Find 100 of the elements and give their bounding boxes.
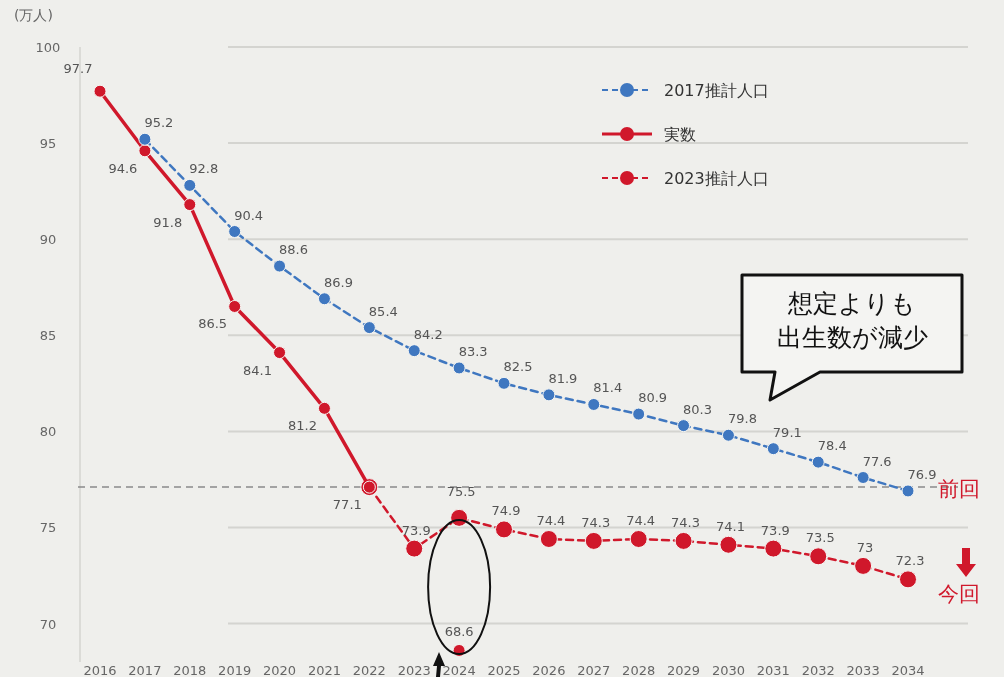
data-label: 84.2 xyxy=(413,326,443,342)
data-label: 86.5 xyxy=(198,316,228,332)
point xyxy=(854,556,873,575)
x-tick-label: 2025 xyxy=(487,663,521,677)
point xyxy=(93,84,107,98)
x-tick-label: 2018 xyxy=(173,663,207,677)
data-label: 77.1 xyxy=(332,497,362,513)
data-label: 79.1 xyxy=(772,424,802,440)
point xyxy=(901,484,915,498)
data-label: 73 xyxy=(856,539,874,555)
data-label: 92.8 xyxy=(189,161,219,177)
data-label: 79.8 xyxy=(727,411,757,427)
data-label: 91.8 xyxy=(153,214,183,230)
point xyxy=(542,388,556,402)
x-tick-label: 2016 xyxy=(83,663,117,677)
data-label: 75.5 xyxy=(446,483,476,499)
point xyxy=(587,397,601,411)
point xyxy=(539,530,558,548)
data-label: 97.7 xyxy=(63,61,93,77)
point xyxy=(362,321,376,335)
data-label: 74.9 xyxy=(491,503,521,519)
point xyxy=(677,419,691,433)
data-label: 94.6 xyxy=(108,160,138,176)
x-tick-label: 2019 xyxy=(218,663,252,677)
point xyxy=(766,442,780,456)
point xyxy=(674,531,693,550)
point xyxy=(138,132,152,146)
data-label: 73.9 xyxy=(760,522,790,538)
x-tick-label: 2031 xyxy=(756,663,790,677)
data-label: 78.4 xyxy=(817,438,847,454)
x-tick-label: 2023 xyxy=(397,663,431,677)
data-label: 77.6 xyxy=(862,453,892,469)
x-tick-label: 2028 xyxy=(622,663,656,677)
data-label: 80.3 xyxy=(683,401,713,417)
point xyxy=(719,535,738,554)
x-tick-label: 2027 xyxy=(577,663,611,677)
point xyxy=(856,471,870,484)
x-tick-label: 2026 xyxy=(532,663,566,677)
point xyxy=(495,520,513,539)
point xyxy=(811,455,825,469)
y-tick-label: 85 xyxy=(39,328,57,344)
x-tick-label: 2022 xyxy=(352,663,386,677)
data-label: 81.4 xyxy=(593,380,623,396)
point xyxy=(899,570,917,589)
point xyxy=(405,539,424,558)
x-tick-label: 2034 xyxy=(891,663,925,677)
point xyxy=(183,178,197,192)
legend-label: 2017推計人口 xyxy=(664,81,769,100)
annotation: 想定よりも出生数が減少 xyxy=(776,289,928,352)
data-label: 81.2 xyxy=(287,418,317,434)
y-tick-label: 90 xyxy=(39,232,57,248)
data-label: 80.9 xyxy=(638,390,668,406)
y-axis-title: (万人) xyxy=(14,7,53,23)
point xyxy=(721,428,735,442)
point xyxy=(317,292,331,306)
x-tick-label: 2033 xyxy=(846,663,880,677)
data-label: 68.6 xyxy=(444,624,474,640)
data-label: 84.1 xyxy=(243,362,273,378)
data-label: 73.5 xyxy=(805,530,835,546)
point xyxy=(452,361,466,375)
point xyxy=(809,547,828,566)
x-tick-label: 2020 xyxy=(263,663,297,677)
data-label: 72.3 xyxy=(895,553,925,569)
point xyxy=(273,346,287,360)
data-label: 73.9 xyxy=(401,522,431,538)
data-label: 74.3 xyxy=(671,514,701,530)
data-label: 95.2 xyxy=(144,115,174,131)
data-label: 74.1 xyxy=(715,518,745,534)
x-tick-label: 2032 xyxy=(801,663,835,677)
y-tick-label: 80 xyxy=(39,424,57,440)
data-label: 74.4 xyxy=(626,513,656,528)
data-label: 90.4 xyxy=(234,207,264,223)
y-tick-label: 95 xyxy=(39,136,57,152)
point xyxy=(584,531,603,550)
point xyxy=(228,225,242,238)
point xyxy=(497,376,511,390)
x-tick-label: 2030 xyxy=(711,663,745,677)
data-label: 82.5 xyxy=(503,359,533,375)
point xyxy=(183,198,197,212)
data-label: 81.9 xyxy=(548,370,578,386)
data-label: 74.3 xyxy=(581,514,611,530)
data-label: 76.9 xyxy=(907,466,937,482)
point xyxy=(317,401,331,415)
data-label: 74.4 xyxy=(536,513,566,528)
point xyxy=(407,344,421,358)
data-label: 88.6 xyxy=(279,242,309,258)
point xyxy=(228,299,242,313)
point xyxy=(273,259,287,273)
annotation: 前回 xyxy=(938,476,980,501)
y-tick-label: 70 xyxy=(39,616,57,632)
legend-label: 2023推計人口 xyxy=(664,169,769,188)
y-tick-label: 100 xyxy=(35,40,61,55)
point xyxy=(629,530,648,548)
point xyxy=(632,407,646,421)
y-tick-label: 75 xyxy=(39,520,57,536)
x-tick-label: 2029 xyxy=(667,663,701,677)
x-tick-label: 2021 xyxy=(307,663,341,677)
data-label: 85.4 xyxy=(368,303,398,319)
x-tick-label: 2024 xyxy=(442,663,476,677)
point xyxy=(138,144,152,158)
